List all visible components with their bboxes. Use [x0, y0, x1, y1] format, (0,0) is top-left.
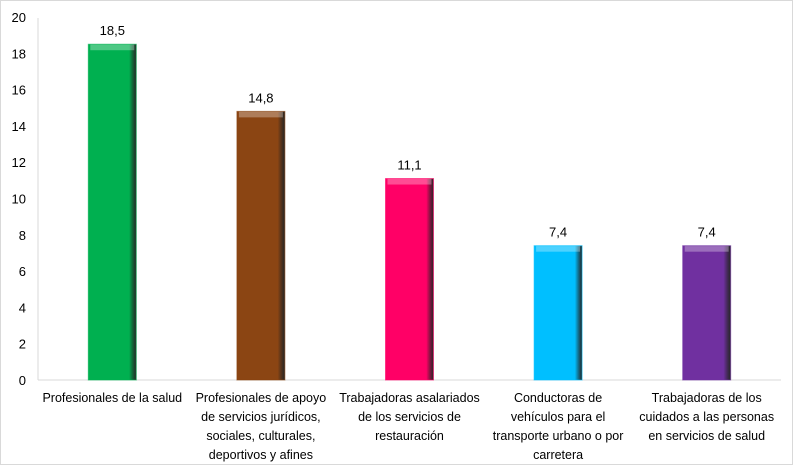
bar-bevel — [90, 44, 135, 51]
bar — [682, 245, 731, 380]
y-tick-label: 8 — [19, 228, 26, 243]
x-category-label: Trabajadoras asalariados de los servicios… — [335, 389, 485, 446]
bar — [385, 178, 434, 380]
y-tick-label: 14 — [12, 119, 26, 134]
data-label: 11,1 — [397, 158, 421, 173]
category-label-line: Profesionales de la salud — [42, 391, 183, 405]
x-category-label: Conductoras de vehículos para el transport… — [483, 389, 633, 464]
x-category-label: Trabajadoras de los cuidados a las person… — [632, 389, 782, 446]
category-label-line: de servicios jurídicos, — [201, 410, 321, 424]
bar-outline — [385, 178, 434, 381]
bar-outline — [87, 43, 137, 381]
category-label-line: sociales, culturales, — [206, 429, 316, 443]
bar-outline — [236, 110, 286, 381]
category-label-line: cuidados a las personas — [639, 410, 775, 424]
category-label-line: Profesionales de apoyo — [195, 391, 327, 405]
category-label-line: Trabajadoras asalariados — [339, 391, 480, 405]
bar-outline — [682, 245, 732, 381]
category-label-line: transporte urbano o por — [492, 429, 624, 443]
bar-bevel — [238, 111, 283, 118]
y-tick-label: 6 — [19, 264, 26, 279]
y-tick-label: 12 — [12, 155, 26, 170]
category-label-line: deportivos y afines — [208, 448, 313, 462]
y-tick-label: 0 — [19, 373, 26, 388]
y-tick-label: 2 — [19, 337, 26, 352]
bar — [534, 245, 583, 380]
bar-bevel — [684, 245, 729, 252]
x-category-label: Profesionales de apoyo de servicios juríd… — [186, 389, 336, 464]
category-label-line: Trabajadoras de los — [651, 391, 762, 405]
y-tick-label: 4 — [19, 300, 26, 315]
y-tick-label: 18 — [12, 46, 26, 61]
category-label-line: restauración — [375, 429, 444, 443]
y-tick-label: 16 — [12, 83, 26, 98]
y-tick-label: 20 — [12, 10, 26, 25]
category-label-line: en servicios de salud — [648, 429, 766, 443]
data-label: 14,8 — [248, 90, 273, 105]
bar-bevel — [536, 245, 581, 252]
data-label: 7,4 — [549, 225, 567, 240]
category-label-line: de los servicios de — [358, 410, 461, 424]
category-label-line: carretera — [533, 448, 584, 462]
data-label: 18,5 — [100, 23, 125, 38]
bar — [236, 111, 285, 380]
x-category-label: Profesionales de la salud — [37, 389, 187, 408]
y-tick-label: 10 — [12, 192, 26, 207]
data-label: 7,4 — [698, 225, 716, 240]
bar-outline — [533, 245, 583, 381]
bar — [88, 44, 137, 380]
category-label-line: Conductoras de — [513, 391, 603, 405]
category-label-line: vehículos para el — [510, 410, 606, 424]
bar-bevel — [387, 178, 432, 185]
